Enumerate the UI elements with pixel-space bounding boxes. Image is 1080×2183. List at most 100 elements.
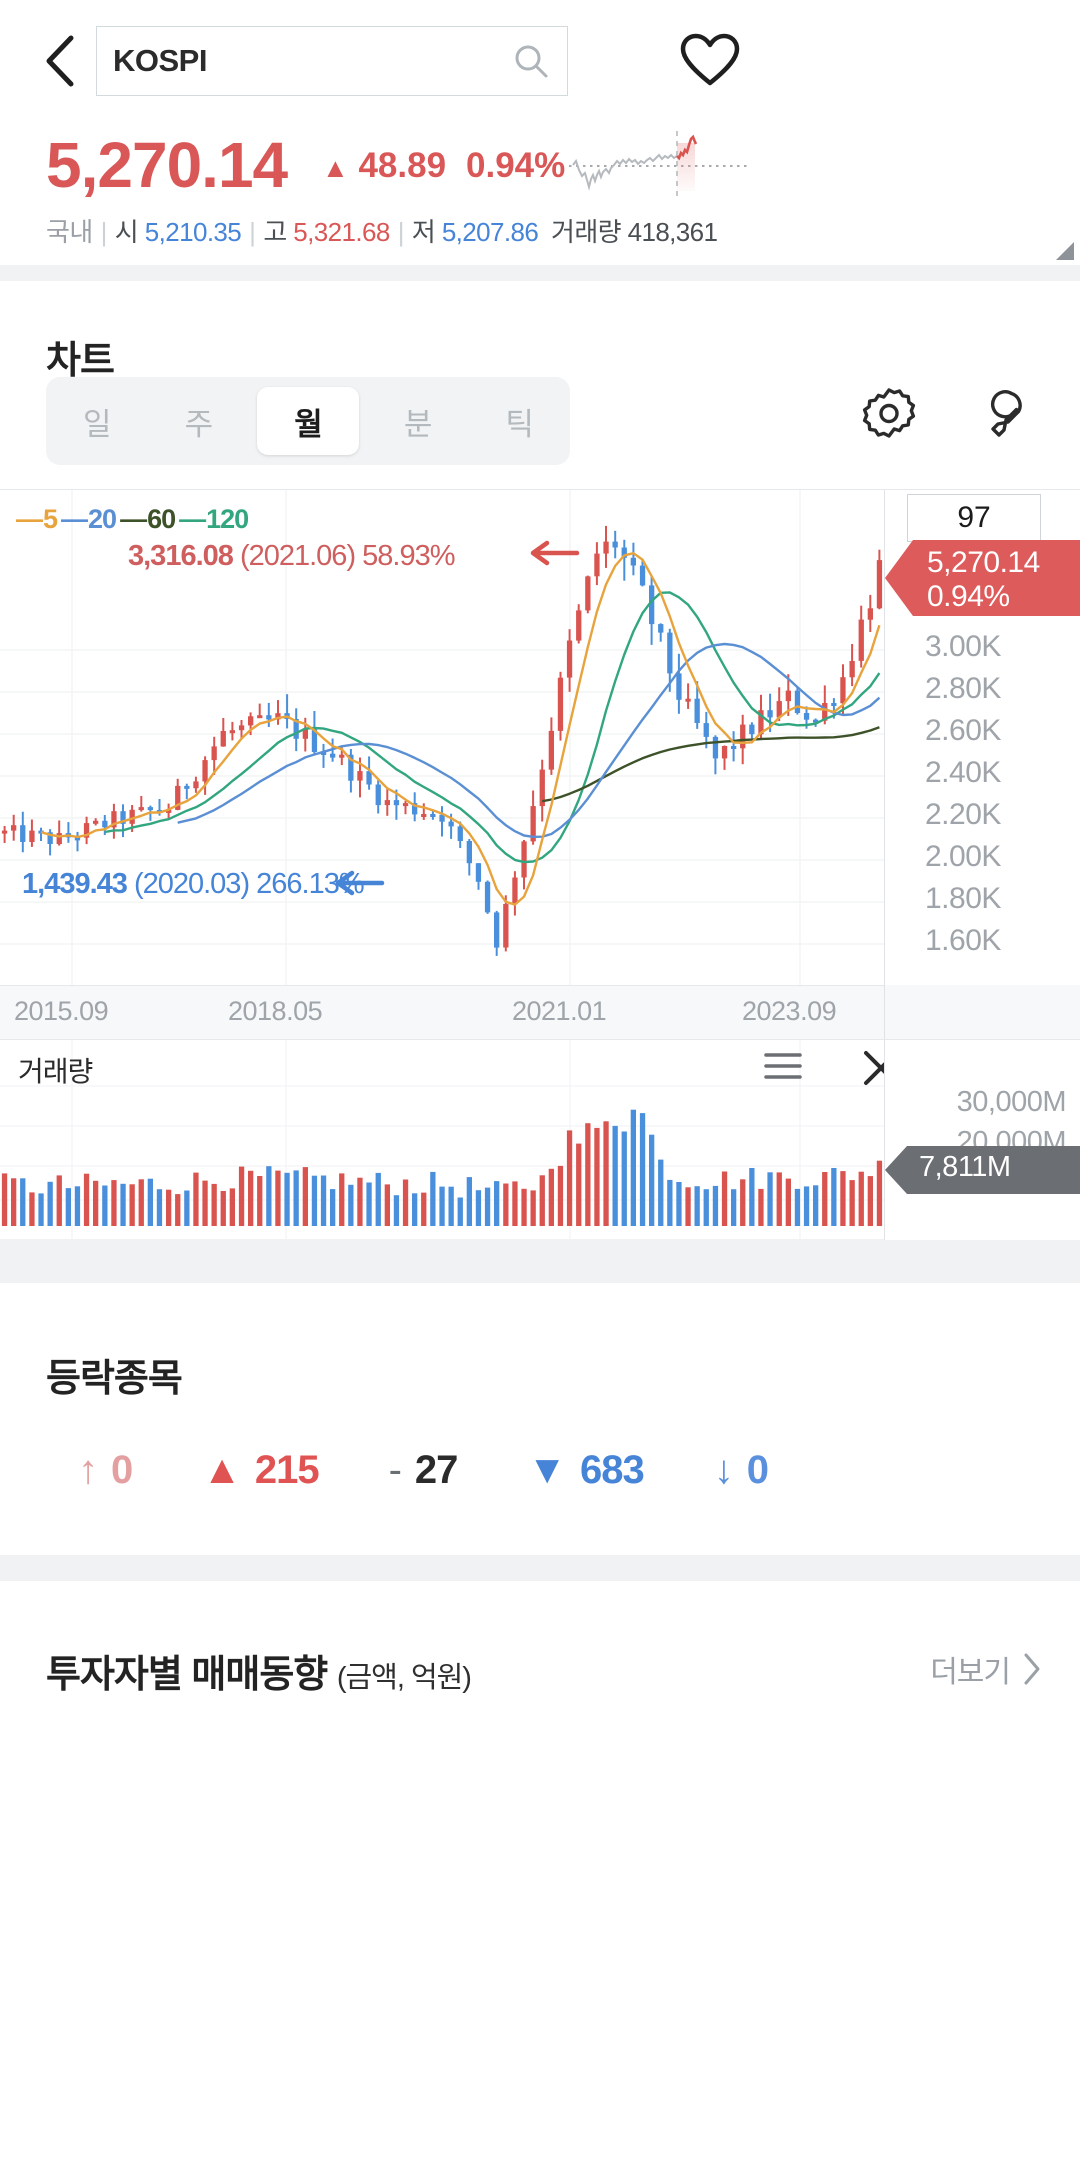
moving-average-legend: —5 —20 —60 —120 [16, 504, 249, 534]
low-annotation-date: (2020.03) [133, 868, 250, 900]
chevron-right-icon [1024, 1653, 1040, 1685]
market-label: 국내 [46, 217, 93, 247]
chart-low-annotation: 1,439.43 (2020.03) 266.13% [22, 868, 365, 901]
search-icon[interactable] [511, 41, 551, 81]
low-value: 5,207.86 [441, 217, 539, 247]
chart-section-title: 차트 [46, 340, 115, 382]
search-input[interactable]: KOSPI [96, 26, 568, 96]
chart-settings-button[interactable] [858, 383, 920, 445]
investor-trends-subtitle: (금액, 억원) [336, 1662, 472, 1694]
x-tick-2: 2018.05 [228, 996, 323, 1026]
up-arrow-icon: ↑ [78, 1448, 98, 1492]
low-label: 저 [411, 217, 436, 247]
investor-trends-section: 투자자별 매매동향 (금액, 억원) 더보기 [0, 1581, 1080, 1698]
chart-high-annotation: 3,316.08 (2021.06) 58.93% [128, 540, 456, 573]
volume-current-badge: 7,811M [885, 1146, 1080, 1194]
dash-icon: - [388, 1448, 402, 1492]
price-change-percent: 0.94% [466, 146, 566, 185]
price-tick-2.00K: 2.00K [925, 840, 1001, 873]
up-triangle-icon: ▲ [202, 1448, 242, 1492]
price-tick-2.60K: 2.60K [925, 714, 1001, 747]
section-divider-2 [0, 1239, 1080, 1283]
price-tick-2.40K: 2.40K [925, 756, 1001, 789]
volume-close-button[interactable] [858, 1046, 884, 1090]
market-sub-info: 국내 | 시 5,210.35 | 고 5,321.68 | 저 5,207.86 [46, 217, 539, 247]
price-change-value: 48.89 [358, 146, 447, 185]
volume-chart-title: 거래량 [18, 1056, 93, 1087]
volume-menu-button[interactable] [760, 1046, 806, 1086]
candlestick-series [0, 490, 884, 986]
low-annotation-value: 1,439.43 [22, 868, 128, 900]
tab-tick[interactable]: 틱 [505, 406, 534, 442]
tab-minute[interactable]: 분 [403, 406, 433, 442]
ma-60-label: 60 [147, 504, 176, 534]
candlestick-plot-area[interactable]: —5 —20 —60 —120 3,316.08 (2021.06) 58.93% 1… [0, 490, 884, 986]
price-tick-1.80K: 1.80K [925, 882, 1001, 915]
down-triangle-icon: ▼ [527, 1448, 567, 1492]
favorite-button[interactable] [672, 24, 748, 98]
expand-corner-icon[interactable] [1056, 242, 1074, 260]
movers-advancing-value: 215 [254, 1448, 320, 1492]
mini-sparkline-chart[interactable] [565, 125, 751, 205]
app-header: KOSPI [0, 0, 1080, 120]
volume-chart[interactable]: 거래량 30,000M 20,000M 10,000M [0, 1039, 1080, 1240]
high-annotation-value: 3,316.08 [128, 540, 234, 572]
high-annotation-arrow-icon [525, 538, 581, 573]
volume-tick-30000M: 30,000M [956, 1086, 1067, 1118]
investor-trends-more-button[interactable]: 더보기 [930, 1647, 1042, 1691]
movers-declining-value: 683 [580, 1448, 645, 1492]
x-tick-4: 2023.09 [742, 996, 837, 1026]
bar-count-badge: 97 [907, 494, 1041, 542]
movers-declining: ▼ 683 [527, 1448, 645, 1493]
down-arrow-icon: ↓ [713, 1448, 734, 1492]
chart-section-header: 차트 [0, 281, 1080, 382]
section-divider [0, 265, 1080, 281]
open-label: 시 [114, 217, 139, 247]
tab-week[interactable]: 주 [184, 406, 214, 442]
price-axis[interactable]: 97 5,270.14 0.94% 3.00K 2.80K 2.60K 2.40… [884, 490, 1080, 986]
movers-lower-limit-value: 0 [746, 1448, 769, 1492]
x-tick-3: 2021.01 [512, 996, 607, 1026]
tab-month[interactable]: 월 [257, 387, 359, 455]
price-tick-2.80K: 2.80K [925, 672, 1001, 705]
x-tick-1: 2015.09 [14, 996, 109, 1026]
badge-percent: 0.94% [927, 580, 1010, 613]
current-price-badge: 5,270.14 0.94% [885, 540, 1080, 616]
chart-period-tabs: 일 주 월 분 틱 [0, 377, 1080, 489]
investor-trends-title: 투자자별 매매동향 (금액, 억원) [46, 1643, 1080, 1698]
movers-row: ↑ 0 ▲ 215 - 27 ▼ 683 ↓ 0 [0, 1402, 1080, 1493]
section-divider-3 [0, 1555, 1080, 1581]
open-value: 5,210.35 [144, 217, 242, 247]
price-tick-2.20K: 2.20K [925, 798, 1001, 831]
back-button[interactable] [30, 26, 90, 96]
chevron-left-icon [46, 35, 74, 87]
candlestick-chart[interactable]: —5 —20 —60 —120 3,316.08 (2021.06) 58.93% 1… [0, 489, 1080, 986]
gear-icon [862, 388, 916, 438]
current-price: 5,270.14 [46, 129, 288, 201]
chart-tools-button[interactable] [964, 383, 1026, 445]
movers-advancing: ▲ 215 [202, 1448, 320, 1493]
movers-upper-limit: ↑ 0 [78, 1448, 133, 1493]
movers-lower-limit: ↓ 0 [713, 1448, 769, 1493]
volume-plot-area[interactable]: 거래량 [0, 1040, 884, 1240]
hamburger-icon [764, 1053, 802, 1079]
volume-info: 거래량 418,361 [551, 212, 718, 249]
movers-unchanged: - 27 [388, 1448, 459, 1493]
chart-x-axis: 2015.09 2018.05 2021.01 2023.09 [0, 985, 884, 1039]
volume-axis: 30,000M 20,000M 10,000M 7,811M [884, 1040, 1080, 1240]
up-triangle-icon: ▲ [322, 153, 349, 183]
more-label: 더보기 [930, 1656, 1011, 1689]
heart-icon [680, 33, 740, 86]
volume-value: 418,361 [627, 217, 718, 247]
badge-price: 5,270.14 [927, 546, 1040, 579]
ma-120-label: 120 [206, 504, 249, 534]
tab-day[interactable]: 일 [83, 406, 112, 442]
search-input-value: KOSPI [113, 43, 207, 78]
x-axis-right-filler [884, 985, 1080, 1039]
movers-section-header: 등락종목 [0, 1283, 1080, 1402]
investor-trends-title-main: 투자자별 매매동향 [46, 1654, 328, 1696]
high-annotation-pct: 58.93% [362, 540, 455, 572]
high-value: 5,321.68 [293, 217, 390, 247]
volume-bar-series [0, 1040, 884, 1240]
